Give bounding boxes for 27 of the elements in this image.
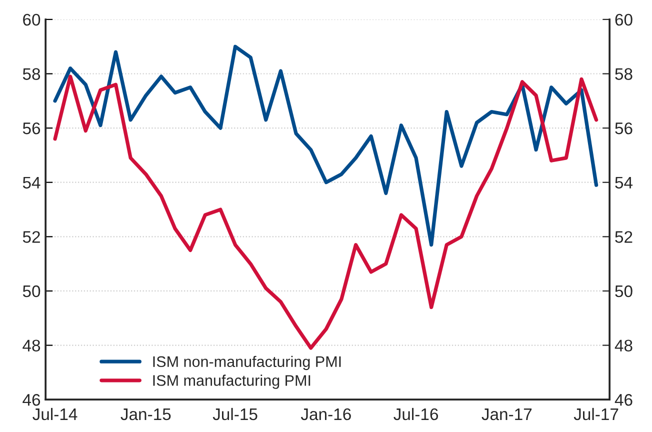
legend-label: ISM manufacturing PMI	[153, 374, 310, 389]
y-tick-label: 60	[23, 14, 40, 26]
y-tick-label: 56	[22, 122, 40, 134]
x-tick-label: Jul-14	[32, 408, 78, 420]
x-tick-label: Jan-17	[482, 408, 532, 420]
y2-tick-label: 54	[615, 176, 633, 189]
y-tick-label: 58	[22, 68, 40, 80]
y-tick-label: 50	[22, 285, 40, 298]
y-tick-label: 54	[22, 176, 40, 189]
y2-tick-label: 46	[614, 394, 632, 406]
line-series	[53, 74, 598, 350]
x-tick-label: Jan-15	[120, 408, 171, 420]
x-tick-label: Jul-16	[394, 408, 438, 420]
y-tick-label: 48	[22, 340, 40, 352]
y2-tick-label: 52	[615, 231, 632, 243]
line-series	[53, 44, 598, 247]
x-tick-label: Jan-16	[300, 408, 351, 420]
y2-tick-label: 60	[615, 14, 632, 26]
legend-label: ISM non-manufacturing PMI	[153, 356, 341, 370]
y2-tick-label: 58	[615, 68, 632, 80]
x-tick-label: Jul-17	[574, 408, 618, 420]
x-tick-label: Jul-15	[212, 408, 258, 420]
y2-tick-label: 56	[615, 122, 632, 134]
y-tick-label: 46	[22, 394, 40, 406]
y-tick-label: 52	[22, 231, 40, 243]
y2-tick-label: 50	[615, 285, 632, 298]
y2-tick-label: 48	[614, 340, 632, 352]
